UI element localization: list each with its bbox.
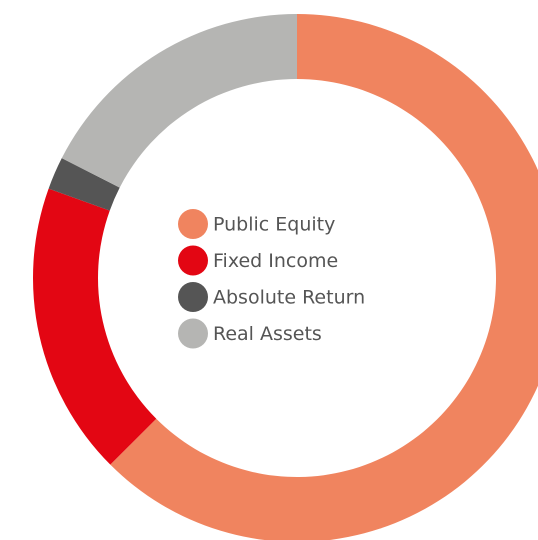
donut-segment	[61, 14, 297, 188]
legend-swatch	[178, 318, 208, 349]
legend-label: Public Equity	[213, 214, 335, 236]
legend-label: Fixed Income	[213, 250, 338, 272]
legend-label: Absolute Return	[213, 287, 365, 309]
donut-segment	[110, 14, 538, 540]
donut-segment	[32, 188, 157, 465]
legend-swatch	[178, 209, 208, 239]
legend-swatch	[178, 282, 208, 312]
donut-segment	[48, 158, 120, 211]
legend-swatch	[178, 245, 208, 276]
legend-label: Real Assets	[213, 323, 322, 345]
